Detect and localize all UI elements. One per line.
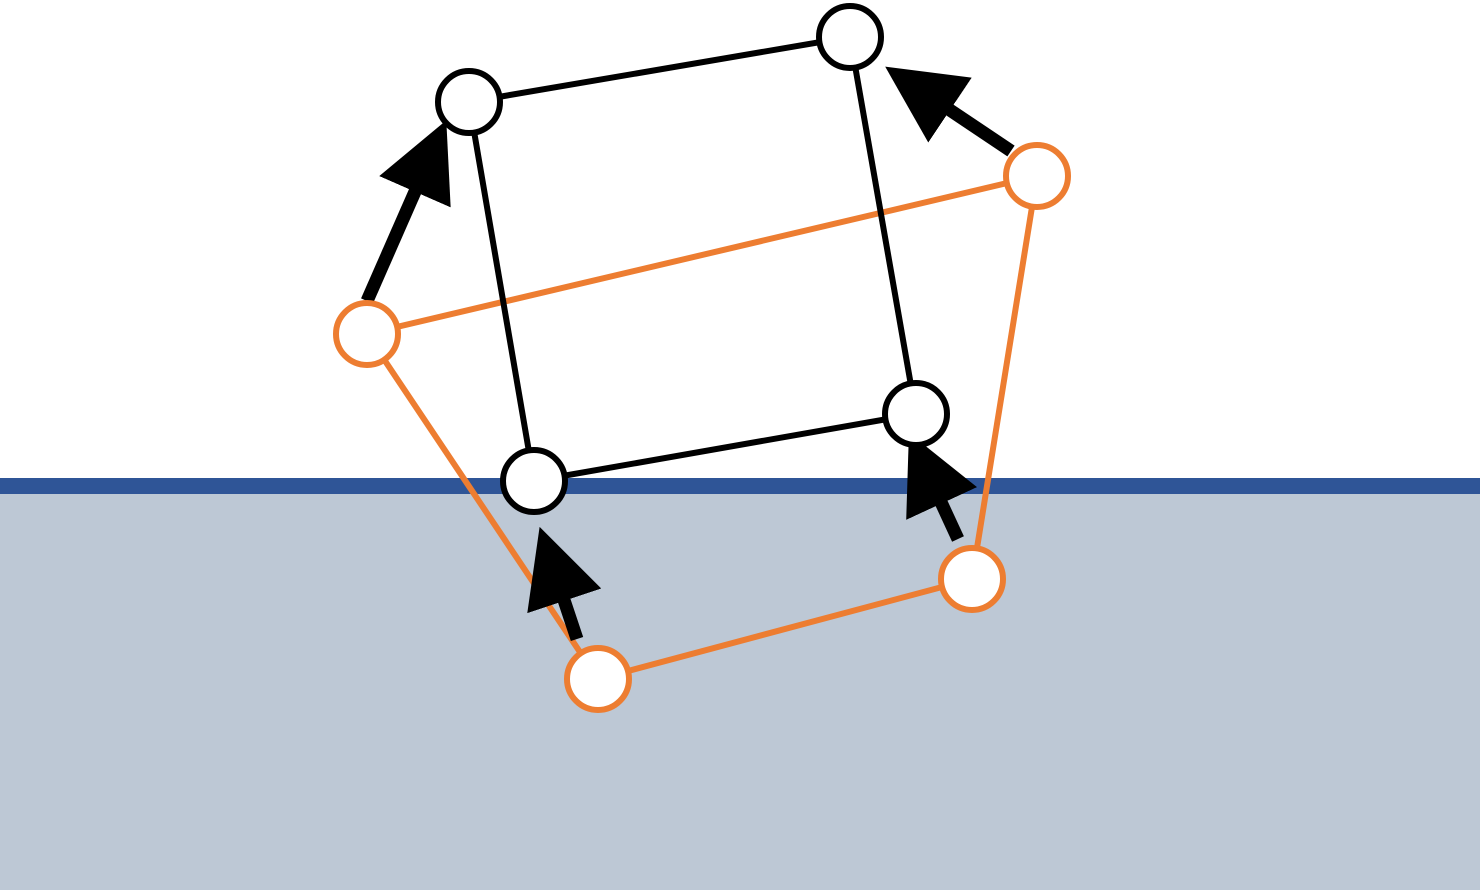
penetrating-edge-left [364, 332, 601, 681]
ground-region [0, 485, 1480, 890]
correction-arrow-bottom-right [906, 432, 978, 542]
penetrating-edge-right [969, 175, 1040, 580]
corrected-edge-top [468, 34, 851, 105]
penetrating-edge-top [366, 173, 1038, 337]
corrected-edge-right [847, 36, 919, 415]
corrected-node-top-right [816, 3, 884, 71]
corrected-quad [466, 34, 919, 484]
correction-arrows [361, 66, 1015, 642]
corrected-node-bottom-right [882, 380, 950, 448]
penetrating-node-bottom-left [564, 645, 632, 713]
penetrating-quad [364, 173, 1040, 682]
corrected-node-top-left [435, 68, 503, 136]
penetrating-node-top-left [333, 300, 401, 368]
correction-arrow-top-right [885, 66, 1015, 157]
penetrating-node-bottom-right [938, 545, 1006, 613]
penetrating-edge-bottom [597, 576, 973, 682]
corrected-nodes [435, 3, 950, 515]
correction-arrow-bottom-left [527, 526, 602, 642]
corrected-edge-bottom [533, 411, 917, 484]
corrected-edge-left [466, 101, 537, 482]
correction-arrow-top-left [361, 120, 451, 304]
corrected-node-bottom-left [500, 447, 568, 515]
penetrating-node-top-right [1003, 142, 1071, 210]
penetrating-nodes [333, 142, 1071, 713]
